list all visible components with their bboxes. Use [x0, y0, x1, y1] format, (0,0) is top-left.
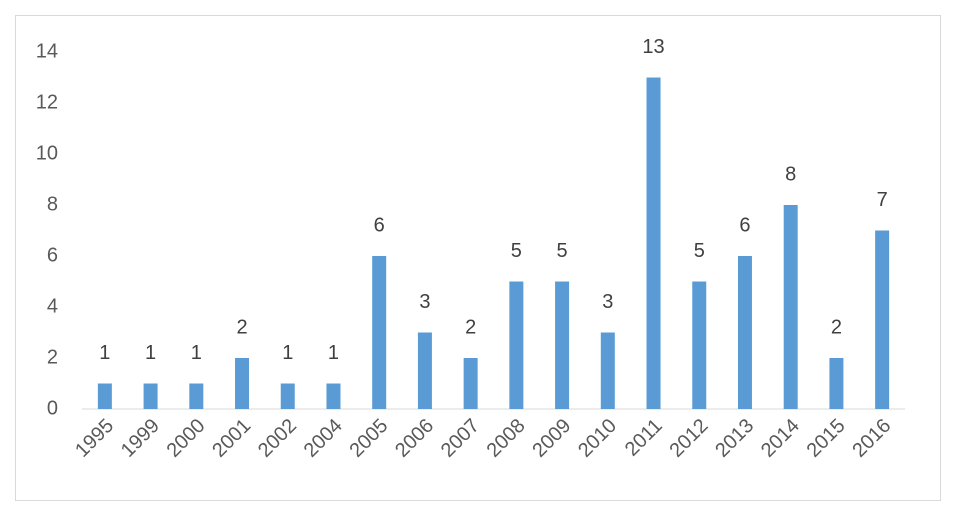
data-label: 3: [602, 291, 613, 313]
data-label: 3: [419, 291, 430, 313]
bar: [143, 383, 158, 409]
data-label: 5: [511, 240, 522, 262]
data-label: 1: [328, 342, 339, 364]
data-label: 1: [282, 342, 293, 364]
y-tick-label: 0: [47, 397, 58, 419]
data-label: 2: [465, 316, 476, 338]
bar: [555, 281, 570, 409]
data-label: 2: [236, 316, 247, 338]
bar: [783, 205, 798, 409]
bar: [600, 332, 615, 409]
bar: [417, 332, 432, 409]
data-label: 5: [557, 240, 568, 262]
bar: [372, 256, 387, 409]
bar: [829, 358, 844, 409]
data-label: 6: [739, 214, 750, 236]
bar: [326, 383, 341, 409]
y-tick-label: 6: [47, 244, 58, 266]
bar: [646, 77, 661, 409]
bar: [875, 230, 890, 409]
data-label: 13: [642, 36, 664, 58]
data-label: 1: [99, 342, 110, 364]
bar: [737, 256, 752, 409]
bar: [280, 383, 295, 409]
y-tick-label: 14: [36, 40, 58, 62]
bar: [692, 281, 707, 409]
y-tick-label: 12: [36, 91, 58, 113]
y-tick-label: 4: [47, 295, 58, 317]
y-tick-label: 2: [47, 346, 58, 368]
bar: [235, 358, 250, 409]
data-label: 8: [785, 163, 796, 185]
data-label: 6: [374, 214, 385, 236]
bar: [189, 383, 204, 409]
bar: [463, 358, 478, 409]
data-label: 1: [191, 342, 202, 364]
bar: [509, 281, 524, 409]
data-label: 2: [831, 316, 842, 338]
y-tick-label: 8: [47, 193, 58, 215]
data-label: 1: [145, 342, 156, 364]
bar: [97, 383, 112, 409]
data-label: 7: [877, 189, 888, 211]
data-label: 5: [694, 240, 705, 262]
y-tick-label: 10: [36, 142, 58, 164]
